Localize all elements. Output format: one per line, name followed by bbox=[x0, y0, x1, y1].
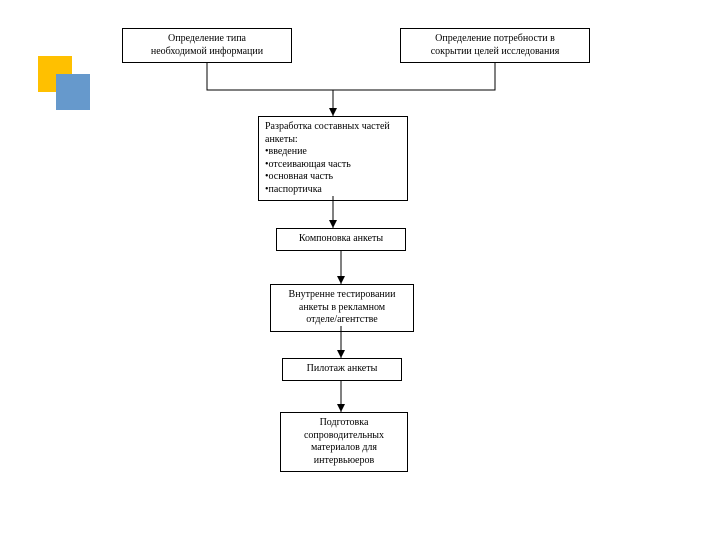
node-parts: Разработка составных частей анкеты: введ… bbox=[258, 116, 408, 201]
node-text: сопроводительных bbox=[287, 430, 401, 443]
node-header: Разработка составных частей анкеты: bbox=[265, 121, 401, 146]
node-text: интервьюеров bbox=[287, 455, 401, 468]
node-prep-materials: Подготовка сопроводительных материалов д… bbox=[280, 412, 408, 472]
deco-blue-square bbox=[56, 74, 90, 110]
bullet-item: отсеивающая часть bbox=[265, 159, 401, 172]
node-text: материалов для bbox=[287, 442, 401, 455]
node-text: Компоновка анкеты bbox=[283, 233, 399, 246]
bullet-item: паспортичка bbox=[265, 184, 401, 197]
node-text: анкеты в рекламном bbox=[277, 302, 407, 315]
node-internal-test: Внутренне тестировании анкеты в рекламно… bbox=[270, 284, 414, 332]
node-top-right: Определение потребности в сокрытии целей… bbox=[400, 28, 590, 63]
node-text: Подготовка bbox=[287, 417, 401, 430]
node-text: Внутренне тестировании bbox=[277, 289, 407, 302]
node-top-left: Определение типа необходимой информации bbox=[122, 28, 292, 63]
node-text: Пилотаж анкеты bbox=[289, 363, 395, 376]
node-text: отделе/агентстве bbox=[277, 314, 407, 327]
node-text: Определение типа bbox=[129, 33, 285, 46]
node-composition: Компоновка анкеты bbox=[276, 228, 406, 251]
node-text: сокрытии целей исследования bbox=[407, 46, 583, 59]
bullet-item: введение bbox=[265, 146, 401, 159]
bullet-item: основная часть bbox=[265, 171, 401, 184]
node-text: необходимой информации bbox=[129, 46, 285, 59]
node-text: Определение потребности в bbox=[407, 33, 583, 46]
node-pilot: Пилотаж анкеты bbox=[282, 358, 402, 381]
